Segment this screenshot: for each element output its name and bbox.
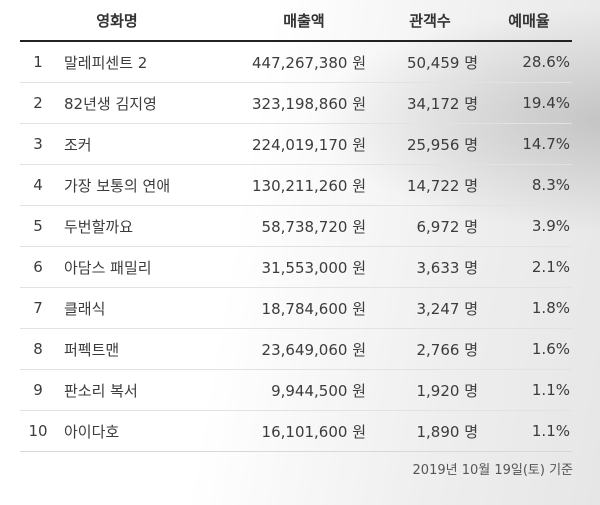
table-row: 3 조커 224,019,170 원 25,956 명 14.7% xyxy=(20,124,572,165)
rate-cell: 8.3% xyxy=(531,176,570,194)
audience-cell: 6,972 명 xyxy=(416,217,478,236)
audience-cell: 1,920 명 xyxy=(416,381,478,400)
rank-cell: 1 xyxy=(33,53,43,71)
header-rate: 예매율 xyxy=(508,11,550,30)
rate-cell: 3.9% xyxy=(531,217,570,235)
rate-cell: 28.6% xyxy=(522,53,570,71)
rate-cell: 14.7% xyxy=(522,135,570,153)
table-row: 7 클래식 18,784,600 원 3,247 명 1.8% xyxy=(20,288,572,329)
sales-cell: 130,211,260 원 xyxy=(252,176,366,195)
audience-cell: 3,247 명 xyxy=(416,299,478,318)
title-cell: 가장 보통의 연애 xyxy=(64,176,171,195)
table-row: 5 두번할까요 58,738,720 원 6,972 명 3.9% xyxy=(20,206,572,247)
sales-cell: 58,738,720 원 xyxy=(261,217,366,236)
rank-cell: 9 xyxy=(33,381,43,399)
title-cell: 퍼펙트맨 xyxy=(64,340,120,359)
table-body: 1 말레피센트 2 447,267,380 원 50,459 명 28.6% 2 82년생 … xyxy=(20,42,572,452)
rank-cell: 4 xyxy=(33,176,43,194)
sales-cell: 18,784,600 원 xyxy=(261,299,366,318)
title-cell: 아담스 패밀리 xyxy=(64,258,152,277)
sales-cell: 447,267,380 원 xyxy=(252,53,366,72)
sales-cell: 31,553,000 원 xyxy=(261,258,366,277)
table-row: 4 가장 보통의 연애 130,211,260 원 14,722 명 8.3% xyxy=(20,165,572,206)
table-row: 9 판소리 복서 9,944,500 원 1,920 명 1.1% xyxy=(20,370,572,411)
audience-cell: 3,633 명 xyxy=(416,258,478,277)
table-header: 영화명 매출액 관객수 예매율 xyxy=(20,0,572,42)
rank-cell: 6 xyxy=(33,258,43,276)
title-cell: 판소리 복서 xyxy=(64,381,138,400)
audience-cell: 2,766 명 xyxy=(416,340,478,359)
title-cell: 82년생 김지영 xyxy=(64,94,157,113)
sales-cell: 23,649,060 원 xyxy=(261,340,366,359)
table-row: 10 아이다호 16,101,600 원 1,890 명 1.1% xyxy=(20,411,572,452)
rank-cell: 10 xyxy=(28,422,48,440)
audience-cell: 34,172 명 xyxy=(406,94,478,113)
audience-cell: 14,722 명 xyxy=(406,176,478,195)
audience-cell: 50,459 명 xyxy=(406,53,478,72)
table-row: 1 말레피센트 2 447,267,380 원 50,459 명 28.6% xyxy=(20,42,572,83)
header-audience: 관객수 xyxy=(409,11,451,30)
audience-cell: 1,890 명 xyxy=(416,422,478,441)
rank-cell: 3 xyxy=(33,135,43,153)
table-row: 2 82년생 김지영 323,198,860 원 34,172 명 19.4% xyxy=(20,83,572,124)
rate-cell: 1.6% xyxy=(531,340,570,358)
header-sales: 매출액 xyxy=(283,11,325,30)
box-office-table: 영화명 매출액 관객수 예매율 1 말레피센트 2 447,267,380 원 50,… xyxy=(20,0,572,452)
rate-cell: 1.8% xyxy=(531,299,570,317)
sales-cell: 224,019,170 원 xyxy=(252,135,366,154)
sales-cell: 323,198,860 원 xyxy=(252,94,366,113)
date-footnote: 2019년 10월 19일(토) 기준 xyxy=(412,463,573,478)
title-cell: 두번할까요 xyxy=(64,217,134,236)
title-cell: 클래식 xyxy=(64,299,106,318)
title-cell: 아이다호 xyxy=(64,422,120,441)
table-row: 6 아담스 패밀리 31,553,000 원 3,633 명 2.1% xyxy=(20,247,572,288)
sales-cell: 9,944,500 원 xyxy=(271,381,366,400)
title-cell: 말레피센트 2 xyxy=(64,53,148,72)
rate-cell: 1.1% xyxy=(531,381,570,399)
sales-cell: 16,101,600 원 xyxy=(261,422,366,441)
rank-cell: 7 xyxy=(33,299,43,317)
rate-cell: 19.4% xyxy=(522,94,570,112)
rank-cell: 5 xyxy=(33,217,43,235)
rank-cell: 8 xyxy=(33,340,43,358)
rate-cell: 1.1% xyxy=(531,422,570,440)
header-title: 영화명 xyxy=(96,11,138,30)
audience-cell: 25,956 명 xyxy=(406,135,478,154)
rate-cell: 2.1% xyxy=(531,258,570,276)
rank-cell: 2 xyxy=(33,94,43,112)
table-row: 8 퍼펙트맨 23,649,060 원 2,766 명 1.6% xyxy=(20,329,572,370)
title-cell: 조커 xyxy=(64,135,92,154)
